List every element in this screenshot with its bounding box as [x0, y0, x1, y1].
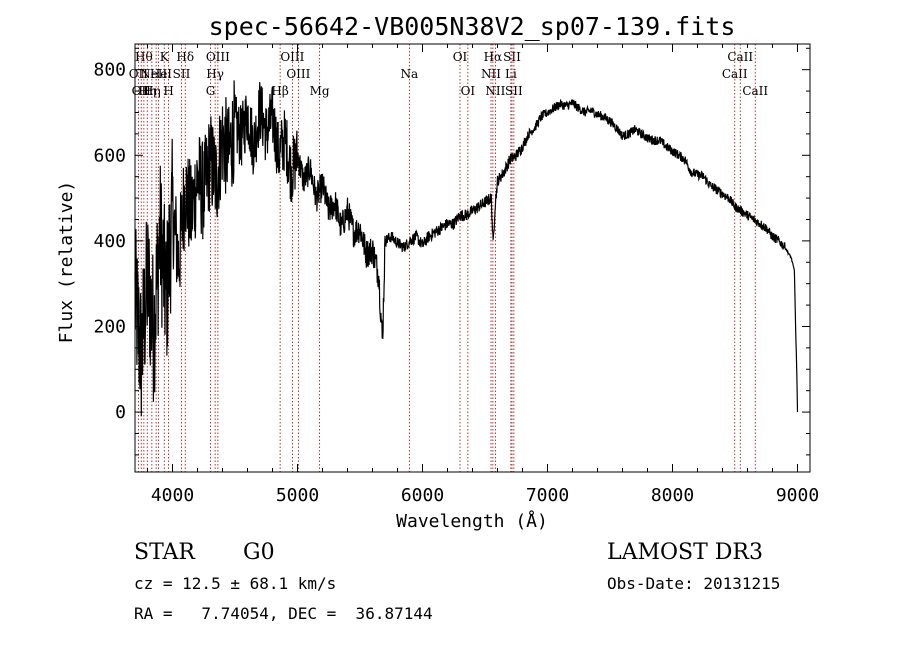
x-axis-label: Wavelength (Å) — [396, 510, 548, 532]
line-marker-label: OI — [453, 50, 468, 64]
line-marker-label: CaII — [742, 84, 768, 98]
x-axis-ticks: 4000 5000 6000 7000 8000 9000 — [147, 44, 819, 506]
line-marker-label: H — [163, 84, 173, 98]
plot-frame — [134, 43, 811, 473]
line-marker-label: OIII — [206, 50, 230, 64]
coordinates: RA = 7.74054, DEC = 36.87144 — [134, 604, 433, 623]
x-tick-label: 8000 — [651, 485, 694, 506]
line-marker-label: OII — [129, 67, 149, 81]
y-tick-label: 800 — [93, 60, 126, 81]
x-tick-label: 7000 — [526, 485, 569, 506]
y-axis-label: Flux (relative) — [56, 181, 77, 344]
line-marker-label: Na — [401, 67, 419, 81]
line-marker-label: SII — [503, 50, 521, 64]
line-marker-label: NII — [481, 67, 501, 81]
survey-name: LAMOST DR3 — [607, 540, 763, 565]
line-marker-label: Hθ — [135, 50, 153, 64]
line-marker-label: OI — [461, 84, 476, 98]
line-marker-label: He — [150, 67, 168, 81]
line-marker-label: CaII — [727, 50, 753, 64]
observation-date: Obs-Date: 20131215 — [607, 574, 781, 593]
y-tick-label: 200 — [93, 316, 126, 337]
line-marker-label: Hη — [143, 84, 161, 98]
line-marker-label: NeIII — [140, 67, 172, 81]
line-marker-label: SII — [505, 84, 523, 98]
y-tick-label: 400 — [93, 231, 126, 252]
line-marker-label: K — [160, 50, 170, 64]
line-marker-label: CaII — [722, 67, 748, 81]
line-marker-label: Hβ — [271, 84, 288, 98]
line-marker-label: Li — [505, 67, 517, 81]
line-marker-label: OIII — [280, 50, 304, 64]
object-subclass: G0 — [243, 540, 275, 565]
y-tick-label: 0 — [115, 402, 126, 423]
line-marker-label: NII — [485, 84, 505, 98]
flux-series-line — [134, 80, 799, 417]
x-tick-label: 5000 — [276, 485, 319, 506]
line-marker-label: Mg — [310, 84, 330, 98]
line-marker-label: OII — [132, 84, 152, 98]
object-class: STAR — [134, 540, 195, 565]
line-marker-label: Hδ — [176, 50, 194, 64]
chart-title: spec-56642-VB005N38V2_sp07-139.fits — [209, 12, 736, 41]
line-marker-label: SII — [173, 67, 191, 81]
y-axis-ticks: 0 200 400 600 800 — [93, 47, 810, 456]
x-tick-label: 6000 — [401, 485, 444, 506]
spectral-line-markers: OIIOIIHθHηHηNeIIIHeKHSIIHδGHγOIIIHβOIIIO… — [129, 44, 768, 472]
line-marker-label: Hα — [484, 50, 503, 64]
line-marker-label: Hγ — [206, 67, 224, 81]
line-marker-label: OIII — [286, 67, 310, 81]
y-tick-label: 600 — [93, 145, 126, 166]
x-tick-label: 9000 — [776, 485, 819, 506]
redshift-velocity: cz = 12.5 ± 68.1 km/s — [134, 574, 337, 593]
x-tick-label: 4000 — [151, 485, 194, 506]
line-marker-label: G — [206, 84, 216, 98]
